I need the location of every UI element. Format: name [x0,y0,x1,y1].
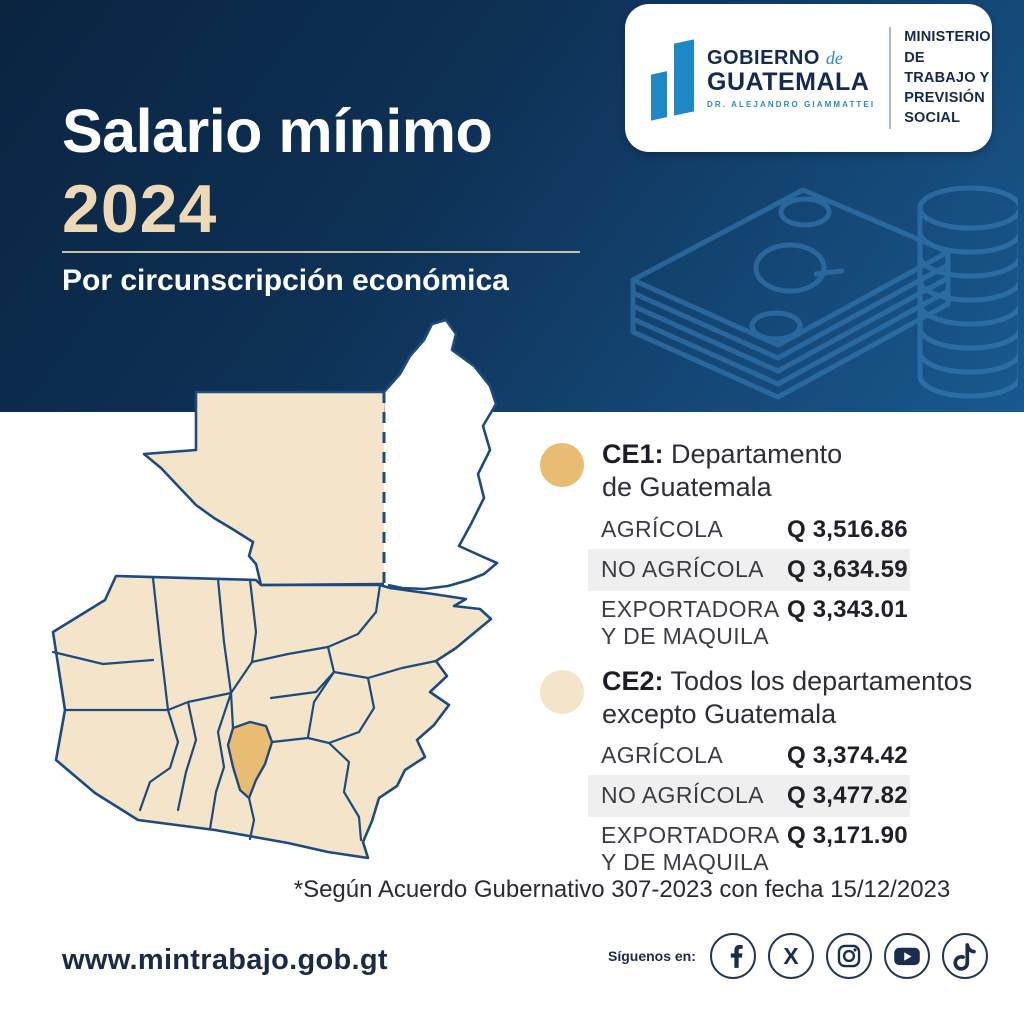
ce2-label: Todos los departamentos excepto Guatemal… [602,666,973,730]
social-label: Síguenos en: [608,948,696,964]
svg-text:X: X [783,943,799,969]
president-name-text: DR. ALEJANDRO GIAMMATTEI [707,99,876,109]
page-title: Salario mínimo [62,97,493,165]
ce1-title: CE1: Departamento de Guatemala [602,438,867,504]
gobierno-wordmark: GOBIERNO de GUATEMALA DR. ALEJANDRO GIAM… [707,47,875,109]
footnote: *Según Acuerdo Gubernativo 307-2023 con … [293,876,951,903]
table-row: AGRÍCOLA Q 3,374.42 [601,742,908,769]
gobierno-text: GOBIERNO [707,47,820,70]
map-guatemala-department [226,720,274,800]
money-illustration-icon [630,185,1018,400]
government-logo-icon [651,39,694,121]
table-row: NO AGRÍCOLA Q 3,634.59 [588,549,910,591]
table-row: AGRÍCOLA Q 3,516.86 [601,516,908,543]
ce2-code: CE2: [602,666,664,696]
tiktok-icon[interactable] [941,933,988,979]
ministry-name: MINISTERIO DE TRABAJO Y PREVISIÓN SOCIAL [889,27,991,129]
website-link[interactable]: www.mintrabajo.gob.gt [62,944,388,976]
table-row: NO AGRÍCOLA Q 3,477.82 [588,775,910,817]
ce2-wage-table: AGRÍCOLA Q 3,374.42 NO AGRÍCOLA Q 3,477.… [588,737,910,881]
page-subtitle: Por circunscripción económica [62,264,509,297]
table-row: EXPORTADORA Y DE MAQUILA Q 3,171.90 [601,822,908,876]
ce2-title: CE2: Todos los departamentos excepto Gua… [602,665,987,731]
map-south-region [51,574,493,860]
guatemala-map [28,312,528,877]
ce1-code: CE1: [602,439,664,469]
instagram-icon[interactable] [825,933,872,979]
ce1-swatch [540,443,584,487]
title-divider [62,251,580,253]
gobierno-de-text: de [825,48,843,69]
map-peten-region [144,392,384,585]
ce1-label: Departamento de Guatemala [602,439,843,503]
table-row: EXPORTADORA Y DE MAQUILA Q 3,343.01 [601,596,908,650]
x-icon[interactable]: X [767,933,814,979]
facebook-icon[interactable] [709,933,756,979]
ce2-swatch [540,670,584,714]
page-title-year: 2024 [62,171,218,247]
map-belize-region [384,320,497,589]
youtube-icon[interactable] [883,933,930,979]
ce1-wage-table: AGRÍCOLA Q 3,516.86 NO AGRÍCOLA Q 3,634.… [588,511,910,655]
government-logo-card: GOBIERNO de GUATEMALA DR. ALEJANDRO GIAM… [625,4,992,152]
guatemala-text: GUATEMALA [707,68,870,97]
social-bar: Síguenos en: X [608,933,988,979]
